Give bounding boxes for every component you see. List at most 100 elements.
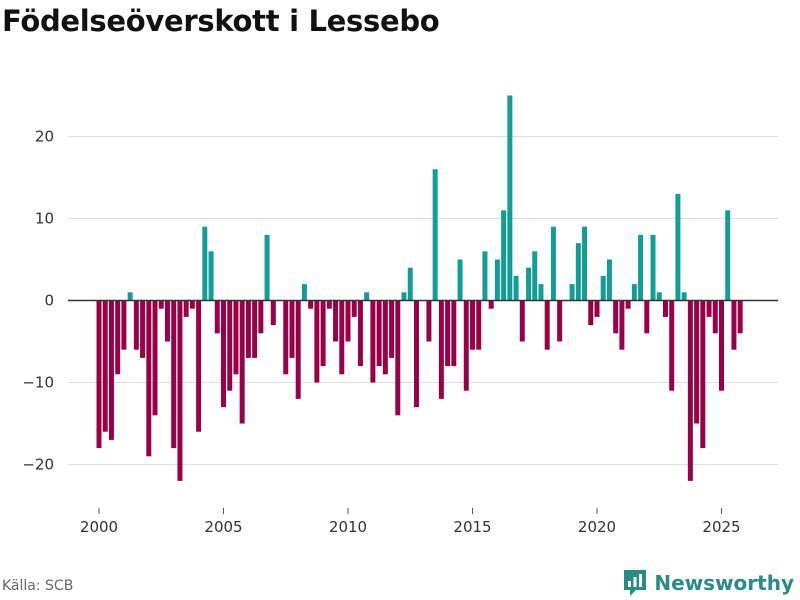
bar: [606, 259, 612, 301]
bar: [252, 300, 258, 358]
bar: [345, 300, 351, 342]
bar: [326, 300, 332, 309]
y-tick-label: −10: [22, 374, 54, 392]
bar: [644, 300, 650, 334]
bar: [108, 300, 114, 440]
bar: [401, 292, 407, 301]
bar: [233, 300, 239, 375]
bar: [712, 300, 718, 334]
source-note: Källa: SCB: [2, 578, 74, 594]
bar: [258, 300, 264, 334]
bar: [494, 259, 500, 301]
bar: [532, 251, 538, 301]
bar: [488, 300, 494, 309]
bar: [476, 300, 482, 350]
bar: [389, 300, 395, 358]
bar: [550, 226, 556, 301]
x-tick-label: 2025: [702, 518, 740, 536]
bar: [426, 300, 432, 342]
bar: [594, 300, 600, 317]
bar: [227, 300, 233, 391]
y-tick-label: 0: [44, 292, 54, 310]
bar: [133, 300, 139, 350]
bar: [127, 292, 133, 301]
bar: [650, 234, 656, 301]
newsworthy-logo-icon: [624, 570, 647, 596]
bar: [519, 300, 525, 342]
bar: [320, 300, 326, 367]
bar: [538, 284, 544, 301]
bar: [214, 300, 220, 334]
bar: [171, 300, 177, 449]
bar: [694, 300, 700, 424]
bar: [669, 300, 675, 391]
bar: [457, 259, 463, 301]
bar: [582, 226, 588, 301]
bar: [376, 300, 382, 367]
bar: [513, 275, 519, 301]
bar: [177, 300, 183, 481]
bar: [482, 251, 488, 301]
bar: [470, 300, 475, 350]
bar: [507, 95, 513, 301]
bar: [432, 169, 438, 301]
bar: [438, 300, 444, 399]
bar: [221, 300, 226, 408]
bar: [333, 300, 339, 342]
x-tick-label: 2000: [80, 518, 118, 536]
bar: [656, 292, 662, 301]
bar: [675, 193, 681, 301]
bar: [687, 300, 693, 481]
bar: [395, 300, 401, 416]
bar: [681, 292, 687, 301]
bar: [140, 300, 146, 358]
x-tick-label: 2015: [453, 518, 491, 536]
bar: [239, 300, 245, 424]
bar: [613, 300, 619, 334]
x-tick-label: 2010: [329, 518, 367, 536]
bar: [146, 300, 152, 457]
bars: [96, 95, 743, 481]
gridlines: [68, 136, 778, 465]
bar: [364, 292, 370, 301]
bar: [600, 275, 606, 301]
bar: [264, 234, 270, 301]
bar: [208, 251, 214, 301]
bar: [189, 300, 195, 309]
bar: [725, 210, 731, 301]
bar: [638, 234, 644, 301]
brand-logo[interactable]: Newsworthy: [622, 568, 794, 598]
x-tick-label: 2020: [578, 518, 616, 536]
bar: [370, 300, 376, 383]
bar: [115, 300, 121, 375]
bar: [625, 300, 631, 309]
bar: [121, 300, 127, 350]
bar: [158, 300, 164, 309]
bar: [301, 284, 307, 301]
bar: [501, 210, 507, 301]
bar: [283, 300, 289, 375]
bar: [719, 300, 724, 391]
bar: [314, 300, 320, 383]
bar: [575, 243, 581, 301]
bar: [407, 267, 413, 301]
bar: [351, 300, 357, 317]
bar: [569, 284, 575, 301]
bar: [557, 300, 563, 342]
y-axis-ticks: −20 −10 0 10 20: [22, 128, 54, 474]
bar: [164, 300, 170, 342]
bar: [544, 300, 550, 350]
bar: [706, 300, 712, 317]
bar: [202, 226, 208, 301]
bar: [737, 300, 743, 334]
x-tick-label: 2005: [204, 518, 242, 536]
x-axis-ticks: 2000 2005 2010 2015 2020 2025: [80, 508, 741, 536]
bar: [700, 300, 706, 449]
bar: [382, 300, 388, 375]
bar: [196, 300, 202, 432]
bar-chart: −20 −10 0 10 20 2000 2005 2010 2015 2020 2025: [22, 95, 778, 536]
bar: [662, 300, 668, 317]
bar: [308, 300, 314, 309]
bar: [339, 300, 345, 375]
bar: [413, 300, 419, 408]
